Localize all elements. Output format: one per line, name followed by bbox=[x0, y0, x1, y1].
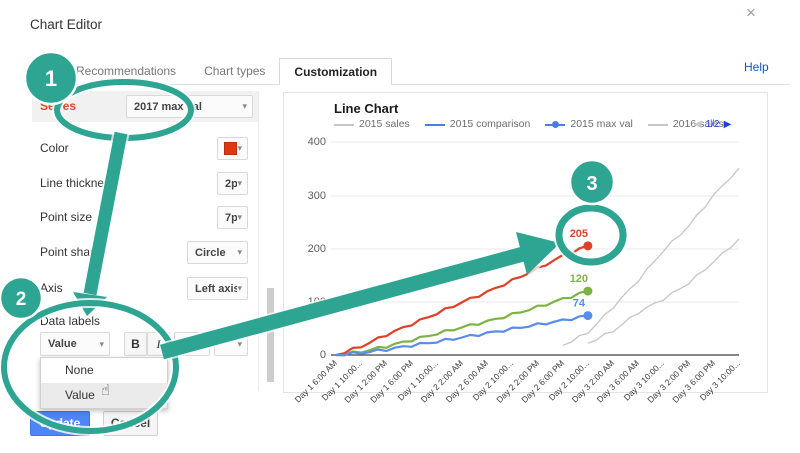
chevron-down-icon: ▾ bbox=[237, 178, 242, 188]
series-label: Series bbox=[40, 99, 77, 113]
point-size-value: 7px bbox=[225, 211, 238, 224]
data-label: 120 bbox=[570, 273, 588, 285]
y-axis-label: 300 bbox=[307, 190, 326, 202]
chevron-down-icon: ▾ bbox=[237, 283, 242, 293]
legend-item-2015-comparison: 2015 comparison bbox=[424, 118, 531, 130]
series-line-2015-sales bbox=[587, 238, 740, 344]
chevron-down-icon: ▾ bbox=[199, 338, 204, 349]
axis-dropdown[interactable]: Left axis ▾ bbox=[187, 277, 248, 300]
chevron-down-icon: ▾ bbox=[242, 101, 247, 111]
page-title: Chart Editor bbox=[30, 17, 103, 32]
legend-line-icon bbox=[424, 123, 445, 126]
series-dropdown[interactable]: 2017 max val ▾ bbox=[126, 95, 253, 118]
data-label: 205 bbox=[570, 228, 588, 240]
legend-item-2016-sales: 2016 sales bbox=[647, 118, 724, 130]
series-line-2016-sales bbox=[562, 167, 740, 347]
series-end-point bbox=[583, 241, 593, 251]
chart-legend: 2015 sales 2015 comparison 2015 max val 201… bbox=[334, 118, 724, 130]
close-icon[interactable]: × bbox=[746, 3, 756, 22]
chevron-down-icon: ▾ bbox=[237, 143, 242, 153]
font-size-value: 12 bbox=[182, 338, 195, 350]
arrow-down-halo bbox=[81, 131, 130, 296]
legend-item-2015-max-val: 2015 max val bbox=[545, 118, 633, 130]
line-thickness-value: 2px bbox=[225, 177, 238, 190]
data-label: 74 bbox=[573, 298, 586, 310]
color-swatch bbox=[224, 142, 237, 155]
data-labels-label: Data labels bbox=[40, 314, 101, 328]
tab-recommendations[interactable]: Recommendations bbox=[76, 64, 177, 78]
legend-label: 2015 max val bbox=[570, 118, 633, 130]
arrow-down-head bbox=[73, 292, 107, 316]
point-shape-dropdown[interactable]: Circle ▾ bbox=[187, 241, 248, 264]
label-color-dropdown[interactable]: ▾ bbox=[214, 332, 248, 356]
series-end-point bbox=[583, 286, 593, 296]
line-thickness-dropdown[interactable]: 2px▾ bbox=[217, 172, 248, 195]
chevron-down-icon: ▾ bbox=[237, 212, 242, 222]
arrow-down-shaft bbox=[83, 131, 128, 296]
chart-title: Line Chart bbox=[334, 101, 399, 116]
color-dropdown[interactable]: ▾ bbox=[217, 137, 248, 160]
font-size-dropdown[interactable]: 12 ▾ bbox=[174, 332, 210, 356]
chevron-down-icon: ▾ bbox=[237, 338, 242, 349]
line-chart-plot: 205 120 74 bbox=[331, 141, 740, 357]
axis-label: Axis bbox=[40, 281, 63, 295]
legend-swatch bbox=[647, 121, 668, 128]
legend-next-icon[interactable]: ▶ bbox=[723, 119, 732, 130]
legend-swatch bbox=[424, 121, 445, 128]
menu-option-none[interactable]: None bbox=[65, 363, 94, 377]
legend-prev-icon[interactable]: ◀ bbox=[694, 119, 702, 130]
point-size-label: Point size bbox=[40, 210, 93, 224]
series-dropdown-value: 2017 max val bbox=[134, 100, 202, 113]
axis-value: Left axis bbox=[195, 282, 238, 295]
badge-1-label: 1 bbox=[45, 66, 57, 91]
chevron-down-icon: ▾ bbox=[99, 338, 104, 349]
legend-item-2015-sales: 2015 sales bbox=[334, 118, 410, 130]
data-labels-dropdown[interactable]: Value ▾ bbox=[40, 332, 110, 356]
tab-bar-divider bbox=[30, 84, 790, 85]
legend-label: 2015 comparison bbox=[449, 118, 531, 130]
cancel-button[interactable]: Cancel bbox=[103, 411, 158, 436]
bold-button[interactable]: B bbox=[124, 332, 147, 356]
badge-2-circle bbox=[0, 275, 44, 321]
chevron-down-icon: ▾ bbox=[237, 247, 242, 257]
legend-swatch bbox=[334, 121, 354, 128]
chart-preview-panel: Line Chart 2015 sales 2015 comparison 2015… bbox=[283, 92, 768, 405]
italic-button[interactable]: I bbox=[147, 332, 170, 356]
tab-customization[interactable]: Customization bbox=[279, 58, 393, 85]
data-labels-dropdown-value: Value bbox=[48, 338, 77, 350]
legend-pagination: ◀ 1/2 ▶ bbox=[694, 119, 731, 130]
series-end-point bbox=[583, 311, 593, 321]
legend-label: 2016 sales bbox=[672, 118, 724, 130]
y-axis-label: 400 bbox=[307, 136, 326, 148]
color-label: Color bbox=[40, 141, 69, 155]
legend-line-icon bbox=[647, 123, 668, 126]
scrollbar[interactable] bbox=[267, 288, 274, 382]
tab-bar: Recommendations Chart types Customization bbox=[62, 58, 393, 85]
legend-page-indicator: 1/2 bbox=[705, 119, 720, 130]
line-thickness-label: Line thickness bbox=[40, 176, 117, 190]
legend-line-icon bbox=[334, 123, 354, 126]
hand-cursor-icon: ☝ bbox=[101, 382, 111, 399]
badge-2-label: 2 bbox=[16, 289, 27, 310]
point-shape-label: Point shape bbox=[40, 245, 104, 259]
panel-divider bbox=[258, 91, 259, 391]
help-link[interactable]: Help bbox=[744, 60, 769, 74]
point-size-dropdown[interactable]: 7px▾ bbox=[217, 206, 248, 229]
update-button[interactable]: Update bbox=[30, 411, 90, 436]
tab-chart-types[interactable]: Chart types bbox=[204, 64, 266, 78]
legend-label: 2015 sales bbox=[359, 118, 410, 130]
legend-dot-icon bbox=[552, 120, 560, 128]
point-shape-value: Circle bbox=[195, 246, 226, 259]
legend-swatch bbox=[545, 120, 566, 128]
